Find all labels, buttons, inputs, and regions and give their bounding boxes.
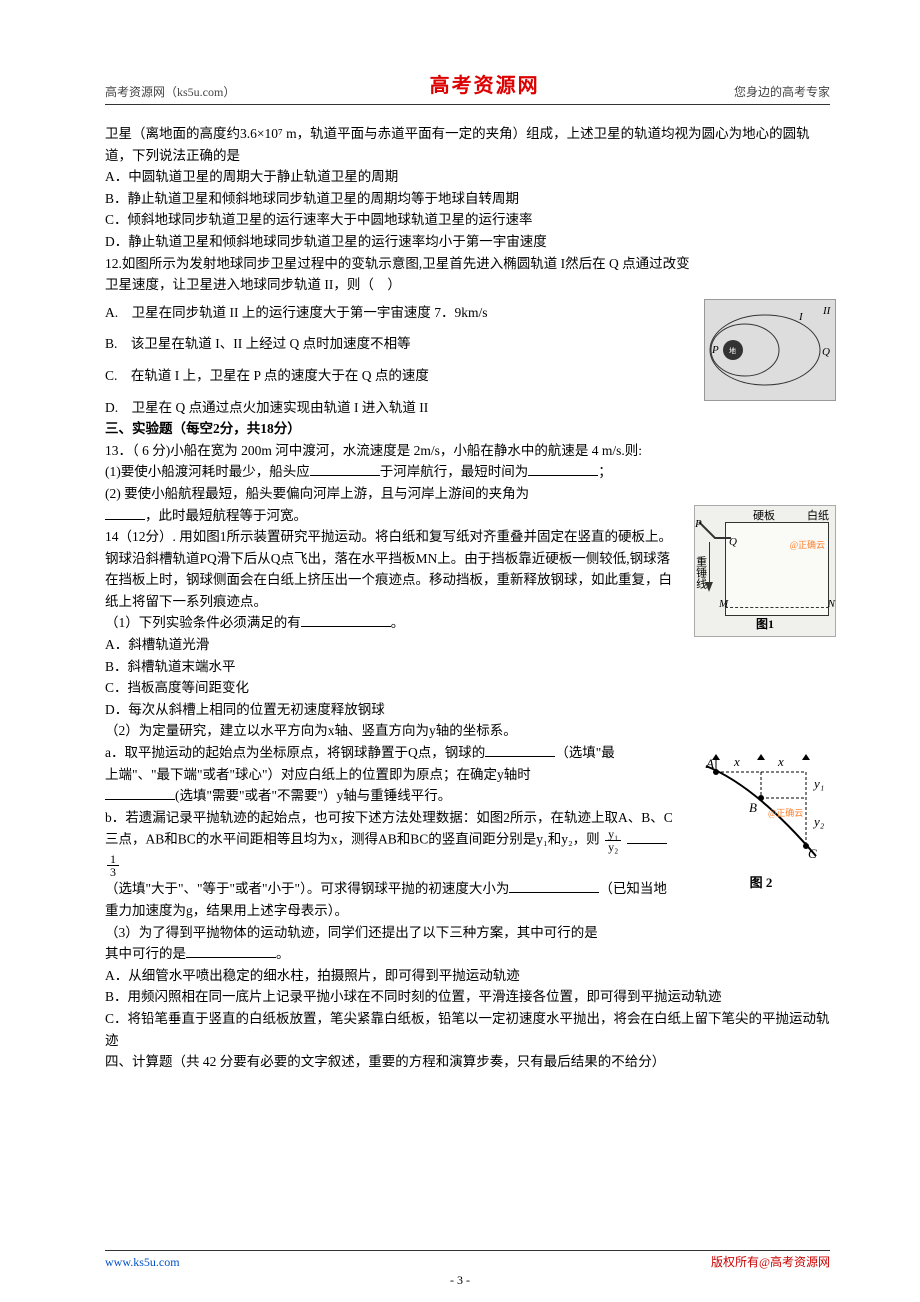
q14-p3-lead: （3）为了得到平抛物体的运动轨迹，同学们还提出了以下三种方案，其中可行的是 bbox=[105, 925, 598, 940]
q13-p2b: ，此时最短航程等于河宽。 bbox=[145, 508, 307, 523]
svg-text:A: A bbox=[705, 756, 714, 771]
fig2-caption: 图 2 bbox=[686, 873, 836, 894]
header-right: 您身边的高考专家 bbox=[734, 83, 830, 102]
q14-p2a-h1: （选填"最 bbox=[555, 745, 615, 760]
q13-p1b: 于河岸航行，最短时间为 bbox=[380, 464, 529, 479]
blank bbox=[105, 786, 175, 801]
footer-copyright: 版权所有@高考资源网 bbox=[711, 1253, 830, 1272]
svg-text:x: x bbox=[733, 754, 740, 769]
q13-part1: (1)要使小船渡河耗时最少，船头应 于河岸航行，最短时间为 ； bbox=[105, 461, 830, 483]
page-number: - 3 - bbox=[0, 1271, 920, 1290]
page: 高考资源网（ks5u.com） 高考资源网 您身边的高考专家 卫星（离地面的高度… bbox=[0, 0, 920, 1302]
q11-line1: 卫星（离地面的高度约3.6×10⁷ m，轨道平面与赤道平面有一定的夹角）组成，上… bbox=[105, 123, 830, 166]
q14-optB: B．斜槽轨道末端水平 bbox=[105, 656, 830, 678]
fig1-Q: Q bbox=[729, 534, 737, 552]
q14-part2-lead: （2）为定量研究，建立以水平方向为x轴、竖直方向为y轴的坐标系。 bbox=[105, 720, 830, 742]
Q-label: Q bbox=[822, 346, 830, 358]
frac-den: 3 bbox=[107, 866, 119, 878]
fig1-M: M bbox=[719, 596, 728, 614]
footer-url: www.ks5u.com bbox=[105, 1253, 180, 1272]
q14-wrap: 硬板 白纸 P Q 重锤线 M N @正确云 图1 (2) 要使小船航程最短，船… bbox=[105, 483, 830, 721]
blank bbox=[485, 743, 555, 758]
q14-p2b-t1: b．若遗漏记录平抛轨迹的起始点，也可按下述方法处理数据：如图2所示，在轨迹上取A… bbox=[105, 810, 673, 847]
q13-p1a: (1)要使小船渡河耗时最少，船头应 bbox=[105, 464, 310, 479]
svg-text:B: B bbox=[749, 800, 757, 815]
q11-optD: D．静止轨道卫星和倾斜地球同步轨道卫星的运行速率均小于第一宇宙速度 bbox=[105, 231, 830, 253]
fig1-caption: 图1 bbox=[695, 615, 835, 634]
q11-formula: 3.6×10⁷ bbox=[240, 126, 283, 141]
q14-optC: C．挡板高度等间距变化 bbox=[105, 677, 830, 699]
q11-optC: C．倾斜地球同步轨道卫星的运行速率大于中圆地球轨道卫星的运行速率 bbox=[105, 209, 830, 231]
P-label: P bbox=[711, 344, 719, 356]
content-body: 卫星（离地面的高度约3.6×10⁷ m，轨道平面与赤道平面有一定的夹角）组成，上… bbox=[105, 123, 830, 1073]
blank bbox=[310, 462, 380, 477]
q13-p1c: ； bbox=[598, 464, 612, 479]
svg-text:@正确云: @正确云 bbox=[768, 807, 803, 818]
frac-y1y2: y₁y₂ bbox=[605, 828, 621, 853]
fig1-watermark: @正确云 bbox=[790, 538, 825, 552]
svg-text:C: C bbox=[808, 846, 817, 861]
header-center-logo: 高考资源网 bbox=[430, 70, 540, 102]
frac-den: y₂ bbox=[605, 841, 621, 853]
q14-p2a-1: a．取平抛运动的起始点为坐标原点，将钢球静置于Q点，钢球的 bbox=[105, 745, 485, 760]
svg-text:y₁: y₁ bbox=[812, 776, 824, 791]
header-left: 高考资源网（ks5u.com） bbox=[105, 83, 235, 102]
orbit-diagram: 地 P Q I II bbox=[704, 299, 836, 401]
svg-text:y₂: y₂ bbox=[812, 814, 825, 829]
q14-p3B: B．用频闪照相在同一底片上记录平抛小球在不同时刻的位置，平滑连接各位置，即可得到… bbox=[105, 986, 830, 1008]
q14b-wrap: a．取平抛运动的起始点为坐标原点，将钢球静置于Q点，钢球的（选填"最 上端"、"… bbox=[105, 742, 830, 922]
section4-title: 四、计算题（共 42 分要有必要的文字叙述，重要的方程和演算步奏，只有最后结果的… bbox=[105, 1051, 830, 1073]
q11-l1a: 卫星（离地面的高度约 bbox=[105, 126, 240, 141]
q14-p3A: A．从细管水平喷出稳定的细水柱，拍摄照片，即可得到平抛运动轨迹 bbox=[105, 965, 830, 987]
figure-2: A B C x x y₁ y₂ @正确云 图 2 bbox=[686, 746, 836, 896]
q14-p3C: C．将铅笔垂直于竖直的白纸板放置，笔尖紧靠白纸板，铅笔以一定初速度水平抛出，将会… bbox=[105, 1008, 830, 1051]
page-footer: www.ks5u.com 版权所有@高考资源网 bbox=[105, 1250, 830, 1272]
q13-stem: 13．（ 6 分)小船在宽为 200m 河中渡河，水流速度是 2m/s，小船在静… bbox=[105, 440, 830, 462]
page-header: 高考资源网（ks5u.com） 高考资源网 您身边的高考专家 bbox=[105, 70, 830, 105]
q14-p3-line2: 其中可行的是。 bbox=[105, 943, 830, 965]
q13-p2a: (2) 要使小船航程最短，船头要偏向河岸上游，且与河岸上游间的夹角为 bbox=[105, 486, 529, 501]
q12-wrap: 地 P Q I II 12.如图所示为发射地球同步卫星过程中的变轨示意图,卫星首… bbox=[105, 253, 830, 419]
figure-1: 硬板 白纸 P Q 重锤线 M N @正确云 图1 bbox=[694, 505, 836, 637]
blank bbox=[301, 613, 391, 628]
section3-title: 三、实验题（每空2分，共18分） bbox=[105, 418, 830, 440]
II-label: II bbox=[822, 305, 832, 317]
q14-p3-tail: 。 bbox=[276, 946, 290, 961]
q11-optA: A．中圆轨道卫星的周期大于静止轨道卫星的周期 bbox=[105, 166, 830, 188]
blank bbox=[528, 462, 598, 477]
q14-optA: A．斜槽轨道光滑 bbox=[105, 634, 830, 656]
q14-part3: （3）为了得到平抛物体的运动轨迹，同学们还提出了以下三种方案，其中可行的是 bbox=[105, 922, 830, 944]
earth-label: 地 bbox=[729, 346, 736, 355]
q14-p2b-t2: （选填"大于"、"等于"或者"小于"）。可求得钢球平抛的初速度大小为 bbox=[105, 881, 509, 896]
blank bbox=[509, 879, 599, 894]
fig1-N: N bbox=[828, 596, 835, 614]
fig1-plumb: 重锤线 bbox=[691, 556, 709, 589]
q11-optB: B．静止轨道卫星和倾斜地球同步轨道卫星的周期均等于地球自转周期 bbox=[105, 188, 830, 210]
blank bbox=[186, 944, 276, 959]
svg-text:x: x bbox=[777, 754, 784, 769]
q14-p1-lead: （1）下列实验条件必须满足的有 bbox=[105, 615, 301, 630]
q14-optD: D．每次从斜槽上相同的位置无初速度释放钢球 bbox=[105, 699, 830, 721]
q12-stem: 12.如图所示为发射地球同步卫星过程中的变轨示意图,卫星首先进入椭圆轨道 I然后… bbox=[105, 253, 830, 296]
frac-13: 13 bbox=[107, 853, 119, 878]
q13-part2: (2) 要使小船航程最短，船头要偏向河岸上游，且与河岸上游间的夹角为 bbox=[105, 483, 830, 505]
I-label: I bbox=[798, 311, 804, 323]
q14-p2a-3: (选填"需要"或者"不需要"）y轴与重锤线平行。 bbox=[175, 788, 451, 803]
blank bbox=[105, 505, 145, 520]
fig1-P: P bbox=[695, 516, 702, 534]
blank bbox=[627, 830, 667, 845]
q14-p1-tail: 。 bbox=[391, 615, 405, 630]
